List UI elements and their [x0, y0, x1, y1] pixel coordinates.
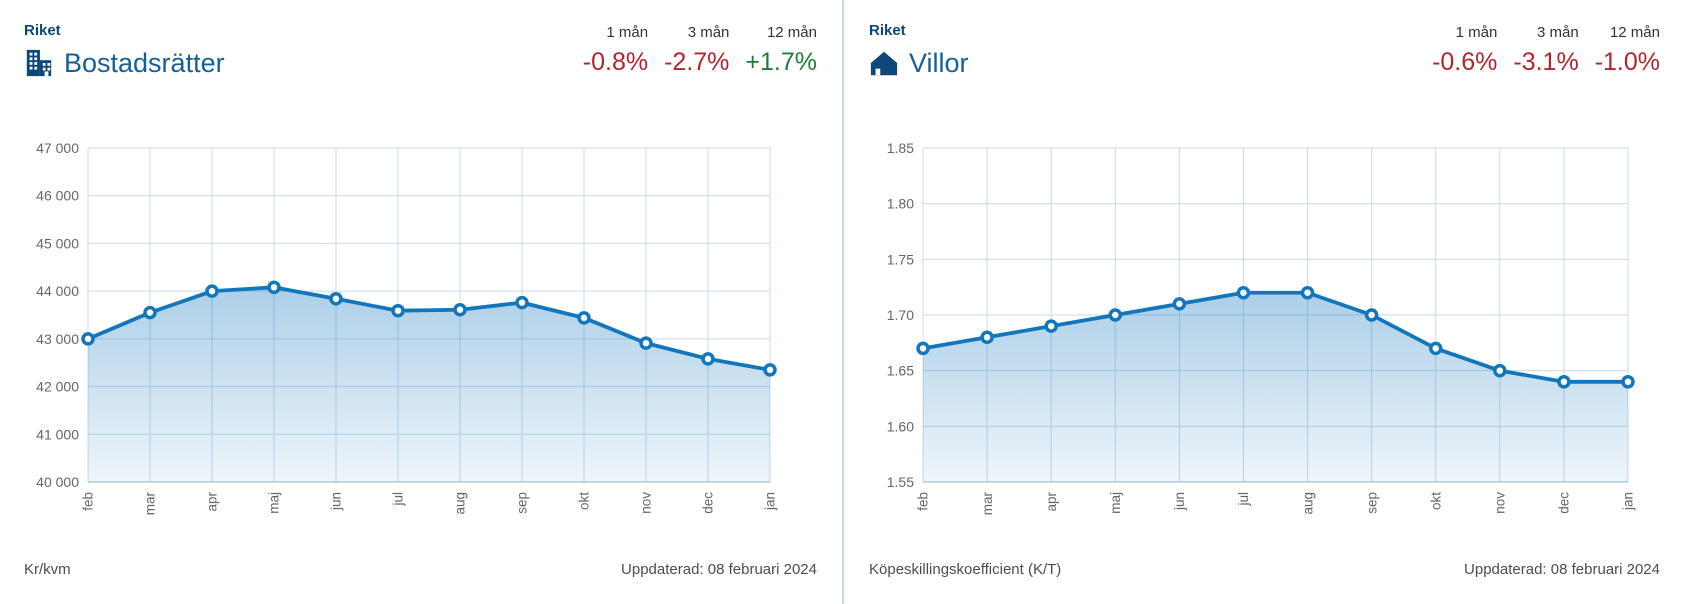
stat-value: -3.1% — [1513, 48, 1579, 76]
svg-text:aug: aug — [1300, 492, 1315, 515]
svg-text:dec: dec — [1557, 492, 1572, 514]
svg-text:1.55: 1.55 — [887, 474, 914, 490]
svg-text:43 000: 43 000 — [36, 331, 79, 347]
panel-footer: Köpeskillingskoefficient (K/T) Uppdatera… — [869, 561, 1660, 578]
stat-12man: 12 mån +1.7% — [745, 24, 817, 77]
svg-text:aug: aug — [453, 492, 468, 515]
svg-text:jan: jan — [1621, 492, 1636, 511]
svg-text:40 000: 40 000 — [36, 474, 79, 490]
panel-title: Villor — [909, 47, 969, 78]
svg-text:maj: maj — [267, 492, 282, 514]
svg-text:apr: apr — [1044, 491, 1059, 511]
svg-text:jul: jul — [391, 492, 406, 507]
unit-label: Köpeskillingskoefficient (K/T) — [869, 561, 1062, 578]
panel-header: Riket Villor 1 mån -0.6% — [869, 22, 1660, 78]
svg-text:maj: maj — [1108, 492, 1123, 514]
stat-label: 1 mån — [1455, 24, 1498, 41]
svg-text:47 000: 47 000 — [36, 140, 79, 156]
svg-text:nov: nov — [1493, 492, 1508, 514]
panel-divider — [842, 0, 844, 604]
svg-text:feb: feb — [916, 492, 931, 511]
stat-12man: 12 mån -1.0% — [1595, 24, 1660, 77]
stat-value: -0.6% — [1432, 48, 1498, 76]
region-label: Riket — [869, 22, 906, 39]
svg-text:jan: jan — [763, 492, 778, 511]
svg-text:1.75: 1.75 — [887, 251, 914, 267]
svg-text:1.70: 1.70 — [887, 307, 914, 323]
updated-label: Uppdaterad: 08 februari 2024 — [621, 561, 817, 578]
panel-villor: Riket Villor 1 mån -0.6% — [845, 0, 1686, 604]
svg-text:mar: mar — [143, 491, 158, 515]
stat-label: 12 mån — [766, 24, 817, 41]
svg-text:jun: jun — [329, 492, 344, 511]
panel-bostadsratter: Riket — [24, 22, 817, 578]
bostadsratter-price-area-chart: 47 000 46 000 45 000 44 000 43 000 42 000 41 0… — [36, 140, 778, 515]
stat-3man: 3 mån -2.7% — [664, 24, 729, 77]
stat-label: 3 mån — [687, 24, 730, 41]
stat-label: 12 mån — [1609, 24, 1660, 41]
stat-label: 1 mån — [606, 24, 649, 41]
stat-value: -0.8% — [582, 48, 649, 76]
stat-1man: 1 mån -0.8% — [583, 24, 648, 77]
region-label: Riket — [24, 22, 61, 39]
svg-text:46 000: 46 000 — [36, 188, 79, 204]
apartment-building-icon — [24, 48, 54, 78]
svg-text:okt: okt — [577, 492, 592, 510]
change-stats: 1 mån -0.8% 3 mån -2.7% 12 mån +1.7% — [583, 24, 817, 77]
svg-text:okt: okt — [1428, 492, 1443, 510]
svg-text:jun: jun — [1172, 492, 1187, 511]
stat-1man: 1 mån -0.6% — [1432, 24, 1497, 77]
svg-text:42 000: 42 000 — [36, 379, 79, 395]
svg-text:1.65: 1.65 — [887, 363, 914, 379]
svg-text:sep: sep — [515, 492, 530, 514]
stat-value: -2.7% — [664, 48, 730, 76]
svg-text:1.60: 1.60 — [887, 418, 914, 434]
house-icon — [869, 48, 899, 78]
svg-text:feb: feb — [81, 492, 96, 511]
svg-text:45 000: 45 000 — [36, 235, 79, 251]
stat-value: -1.0% — [1594, 48, 1660, 76]
svg-text:sep: sep — [1364, 492, 1379, 514]
svg-text:dec: dec — [701, 492, 716, 514]
panel-header: Riket — [24, 22, 817, 78]
title-block: Riket — [24, 22, 225, 78]
svg-text:41 000: 41 000 — [36, 426, 79, 442]
panel-footer: Kr/kvm Uppdaterad: 08 februari 2024 — [24, 561, 817, 578]
stat-value: +1.7% — [745, 48, 817, 76]
unit-label: Kr/kvm — [24, 561, 71, 578]
updated-label: Uppdaterad: 08 februari 2024 — [1464, 561, 1660, 578]
svg-text:1.85: 1.85 — [887, 140, 914, 156]
title-block: Riket Villor — [869, 22, 969, 78]
stat-3man: 3 mån -3.1% — [1513, 24, 1578, 77]
svg-text:apr: apr — [205, 491, 220, 511]
panel-title: Bostadsrätter — [64, 47, 225, 78]
svg-text:44 000: 44 000 — [36, 283, 79, 299]
svg-text:jul: jul — [1236, 492, 1251, 507]
svg-text:mar: mar — [980, 491, 995, 515]
change-stats: 1 mån -0.6% 3 mån -3.1% 12 mån -1.0% — [1432, 24, 1660, 77]
svg-text:nov: nov — [639, 492, 654, 514]
svg-text:1.80: 1.80 — [887, 196, 914, 212]
stat-label: 3 mån — [1536, 24, 1579, 41]
